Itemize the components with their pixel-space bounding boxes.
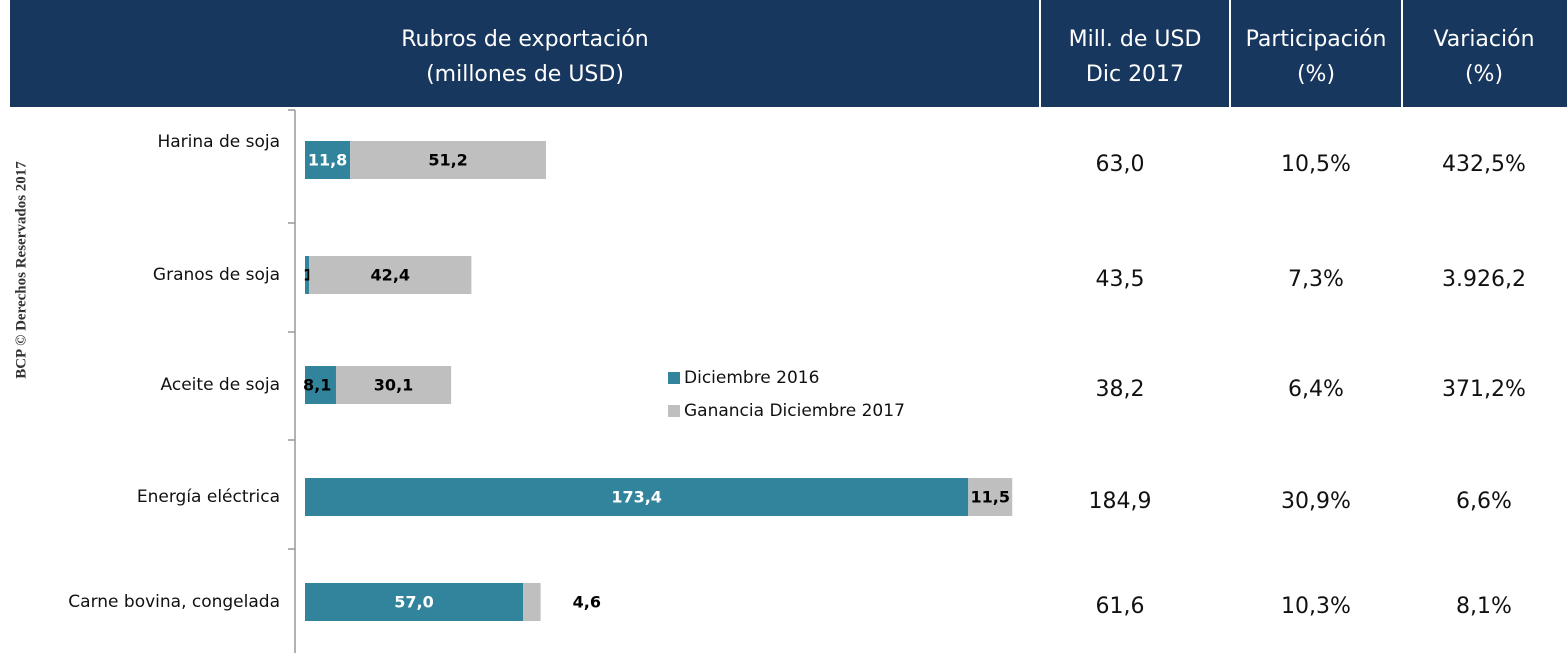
header-title: Rubros de exportación	[401, 27, 649, 52]
category-label: Harina de soja	[157, 132, 280, 152]
category-label: Granos de soja	[153, 265, 280, 285]
table-cell: 63,0	[1096, 152, 1145, 177]
header-title: (millones de USD)	[426, 62, 624, 87]
table-cell: 7,3%	[1288, 267, 1344, 292]
table-cell: 432,5%	[1442, 152, 1526, 177]
bar-segment	[305, 478, 969, 516]
bar-segment	[350, 141, 546, 179]
bar-segment	[305, 141, 351, 179]
column-header: Dic 2017	[1086, 62, 1184, 87]
table-cell: 38,2	[1096, 377, 1145, 402]
legend-swatch	[668, 405, 680, 417]
bar-segment	[335, 366, 452, 404]
value-label: 30,1	[374, 376, 413, 395]
table-cell: 61,6	[1096, 594, 1145, 619]
legend-label: Diciembre 2016	[684, 368, 819, 388]
value-label: 4,6	[573, 593, 601, 612]
table-cell: 184,9	[1089, 489, 1152, 514]
table-cell: 371,2%	[1442, 377, 1526, 402]
bar-segment	[305, 366, 336, 404]
bar-segment	[305, 583, 524, 621]
table-cell: 30,9%	[1281, 489, 1351, 514]
value-label: 8,1	[303, 376, 331, 395]
column-header: (%)	[1465, 62, 1503, 87]
value-label: 11,8	[308, 151, 347, 170]
header-band	[10, 0, 1567, 107]
category-label: Aceite de soja	[161, 375, 280, 395]
table-cell: 6,6%	[1456, 489, 1512, 514]
table-cell: 10,5%	[1281, 152, 1351, 177]
bar-segment	[523, 583, 541, 621]
value-label: 11,5	[971, 488, 1010, 507]
column-header: Participación	[1246, 27, 1387, 52]
bar-segment	[968, 478, 1013, 516]
side-note: BCP © Derechos Reservados 2017	[13, 161, 29, 379]
table-cell: 6,4%	[1288, 377, 1344, 402]
table-cell: 10,3%	[1281, 594, 1351, 619]
category-label: Energía eléctrica	[137, 487, 280, 507]
column-header: Variación	[1433, 27, 1534, 52]
bar-segment	[309, 256, 472, 294]
legend-swatch	[668, 372, 680, 384]
value-label: 42,4	[371, 266, 410, 285]
column-header: (%)	[1297, 62, 1335, 87]
table-cell: 43,5	[1096, 267, 1145, 292]
bar-segment	[305, 256, 310, 294]
table-cell: 3.926,2	[1442, 267, 1526, 292]
value-label: 51,2	[428, 151, 467, 170]
value-label: 57,0	[394, 593, 433, 612]
value-label: 173,4	[611, 488, 662, 507]
category-label: Carne bovina, congelada	[68, 592, 280, 612]
column-header: Mill. de USD	[1069, 27, 1202, 52]
table-cell: 8,1%	[1456, 594, 1512, 619]
legend-label: Ganancia Diciembre 2017	[684, 401, 905, 421]
